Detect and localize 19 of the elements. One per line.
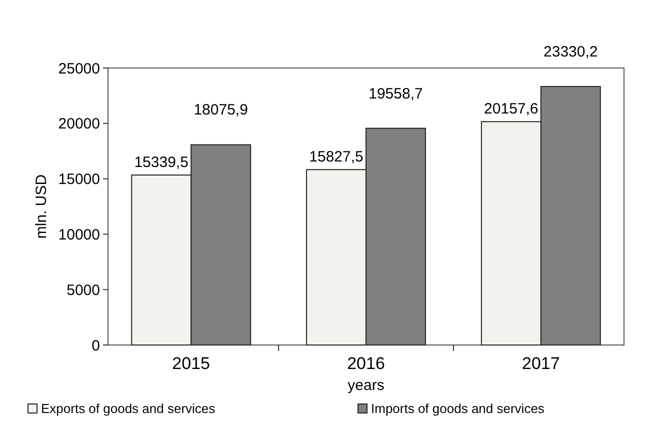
legend-label: Imports of goods and services (371, 401, 545, 416)
x-axis-title: years (348, 377, 384, 394)
y-tick-label: 0 (92, 337, 100, 354)
data-label: 20157,6 (484, 100, 538, 118)
y-tick-label: 10000 (58, 226, 100, 244)
y-axis-title: mln. USD (33, 174, 50, 239)
x-tick-label: 2017 (522, 354, 560, 373)
legend-label: Exports of goods and services (41, 401, 216, 416)
data-label: 23330,2 (544, 44, 598, 60)
x-tick-label: 2015 (172, 354, 210, 373)
data-label: 18075,9 (194, 102, 248, 119)
data-label: 15827,5 (309, 148, 364, 166)
y-tick-label: 5000 (66, 282, 100, 299)
data-label: 15339,5 (134, 154, 188, 172)
y-tick-label: 25000 (58, 60, 100, 78)
y-tick-label: 20000 (58, 116, 100, 133)
y-tick-label: 15000 (58, 171, 100, 188)
data-label: 19558,7 (368, 85, 423, 102)
x-tick-label: 2016 (347, 354, 385, 373)
